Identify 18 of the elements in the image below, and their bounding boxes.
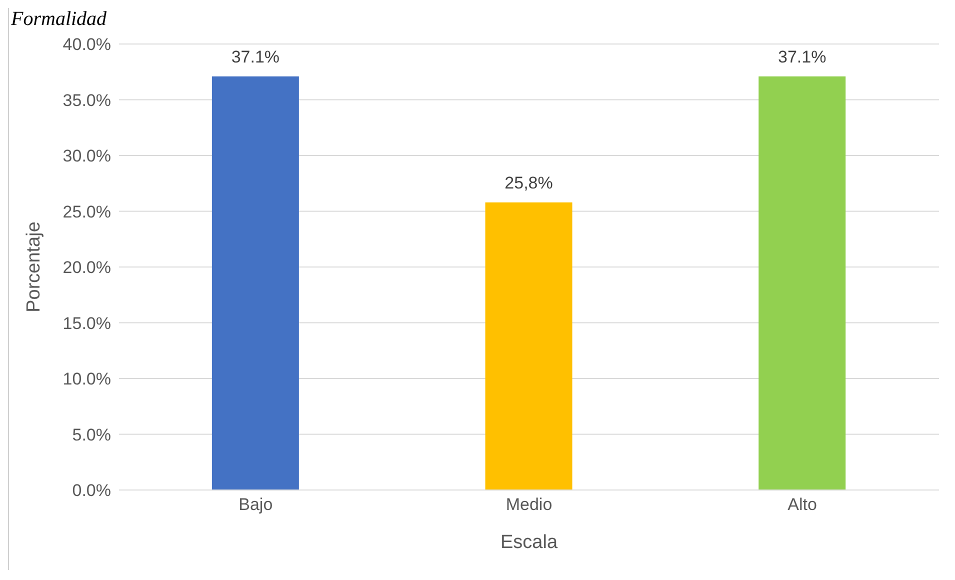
- y-tick-label: 15.0%: [62, 314, 111, 333]
- chart-title: Formalidad: [11, 8, 107, 31]
- y-tick-label: 35.0%: [62, 90, 111, 110]
- data-label: 37.1%: [231, 47, 280, 66]
- x-tick-label: Medio: [506, 495, 552, 514]
- y-tick-label: 0.0%: [72, 481, 111, 500]
- y-axis-title: Porcentaje: [24, 222, 45, 312]
- y-tick-label: 25.0%: [62, 202, 111, 222]
- y-tick-label: 20.0%: [62, 258, 111, 278]
- x-axis-title: Escala: [500, 532, 558, 553]
- x-tick-label: Alto: [788, 495, 817, 514]
- data-label: 25,8%: [504, 173, 553, 192]
- y-tick-label: 10.0%: [62, 370, 111, 389]
- x-tick-label: Bajo: [238, 495, 273, 514]
- y-tick-label: 30.0%: [62, 146, 111, 166]
- y-tick-label: 5.0%: [72, 425, 111, 444]
- data-label: 37.1%: [778, 47, 826, 66]
- y-tick-label: 40.0%: [62, 35, 111, 54]
